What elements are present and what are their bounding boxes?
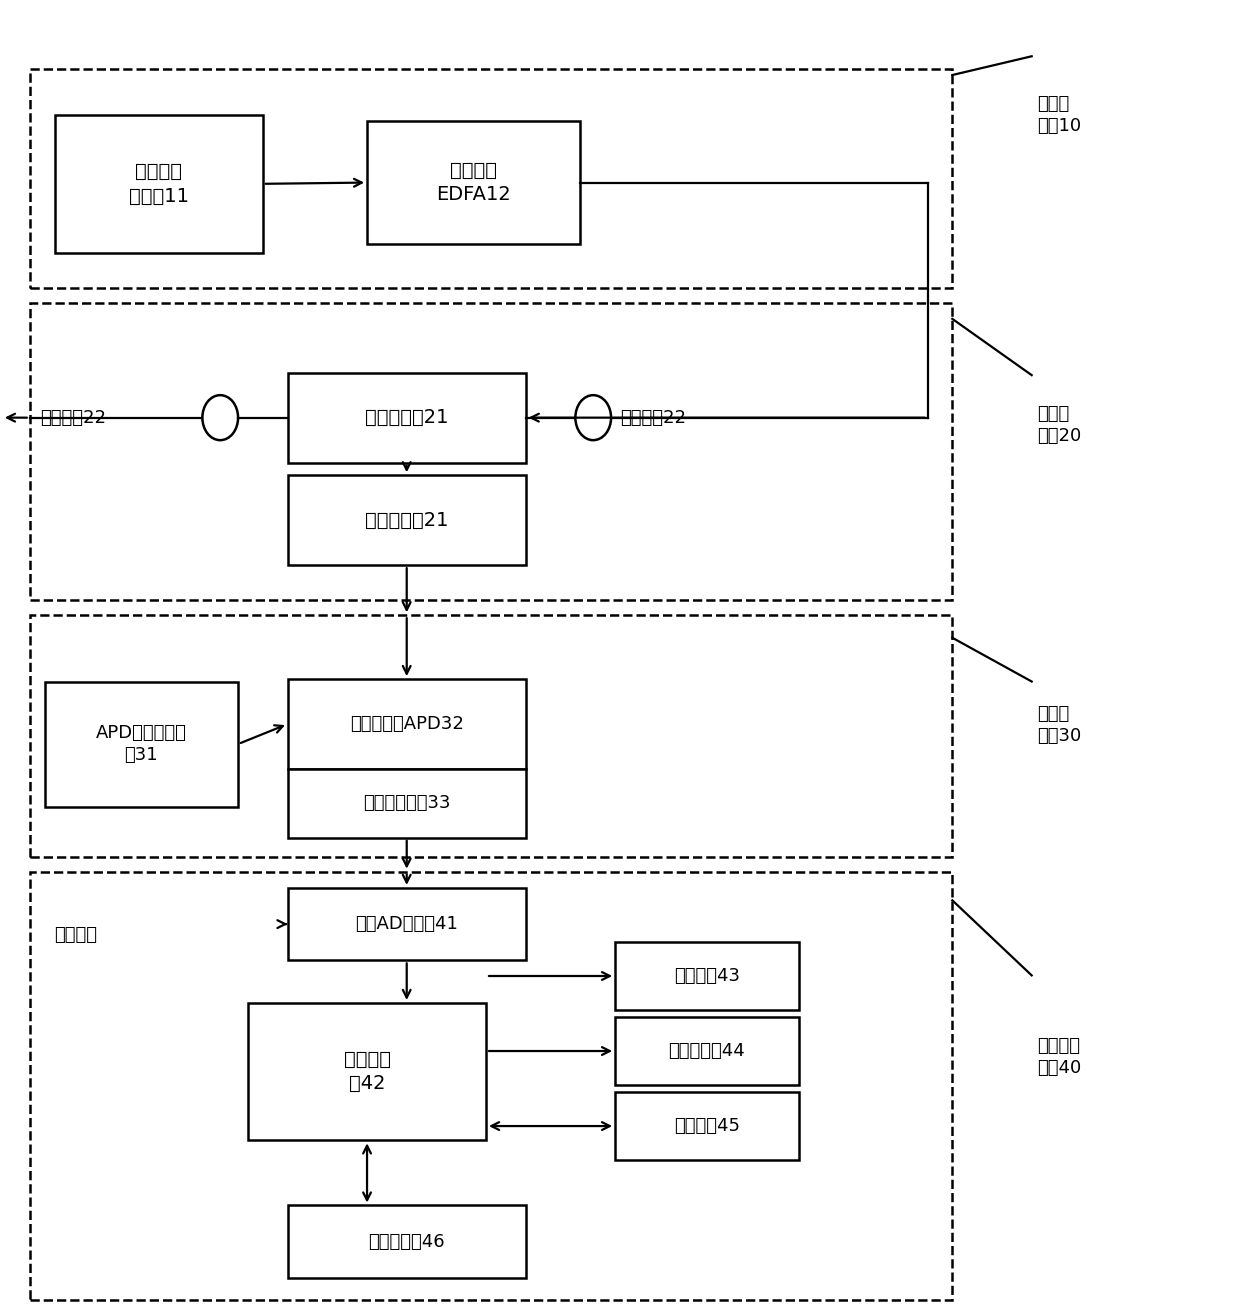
Bar (30, 872, 952, 1300)
Bar (288, 888, 526, 960)
Bar (30, 302, 952, 600)
Text: 传感光纤22: 传感光纤22 (620, 408, 686, 427)
Text: 存储系统45: 存储系统45 (673, 1117, 740, 1134)
Text: 光纤环形器21: 光纤环形器21 (365, 408, 449, 427)
Bar (248, 1003, 486, 1141)
Text: 声信号报警44: 声信号报警44 (668, 1043, 745, 1060)
Bar (288, 475, 526, 565)
Bar (288, 1205, 526, 1278)
Bar (615, 1016, 799, 1086)
Bar (45, 681, 238, 806)
Text: 光接收模块APD32: 光接收模块APD32 (350, 716, 464, 733)
Text: 同步信号: 同步信号 (55, 927, 98, 944)
Text: 微处理系
统42: 微处理系 统42 (343, 1050, 391, 1094)
Bar (615, 1091, 799, 1161)
Bar (288, 373, 526, 462)
Text: 信号处理
单元40: 信号处理 单元40 (1037, 1036, 1081, 1077)
Text: 放大匹配电路33: 放大匹配电路33 (363, 794, 450, 813)
Text: 主控器系统46: 主控器系统46 (368, 1233, 445, 1251)
Bar (367, 121, 580, 244)
Bar (30, 616, 952, 856)
Text: 高速AD采集器41: 高速AD采集器41 (356, 915, 458, 934)
Text: 传感光纤22: 传感光纤22 (40, 408, 105, 427)
Text: 显示系统43: 显示系统43 (673, 966, 740, 985)
Text: 光放大器
EDFA12: 光放大器 EDFA12 (436, 161, 511, 205)
Text: 光调制
单元20: 光调制 单元20 (1037, 406, 1081, 445)
Circle shape (202, 395, 238, 440)
Text: 窄线宽脉
冲光源11: 窄线宽脉 冲光源11 (129, 163, 188, 205)
Text: APD高压温控模
块31: APD高压温控模 块31 (95, 723, 187, 764)
Text: 光发射
单元10: 光发射 单元10 (1037, 95, 1081, 135)
Bar (30, 68, 952, 288)
Bar (288, 679, 526, 769)
Bar (288, 769, 526, 838)
Text: 光纤环形器21: 光纤环形器21 (365, 511, 449, 529)
Circle shape (575, 395, 611, 440)
Bar (55, 116, 263, 252)
Bar (615, 941, 799, 1011)
Text: 光接收
单元30: 光接收 单元30 (1037, 705, 1081, 746)
